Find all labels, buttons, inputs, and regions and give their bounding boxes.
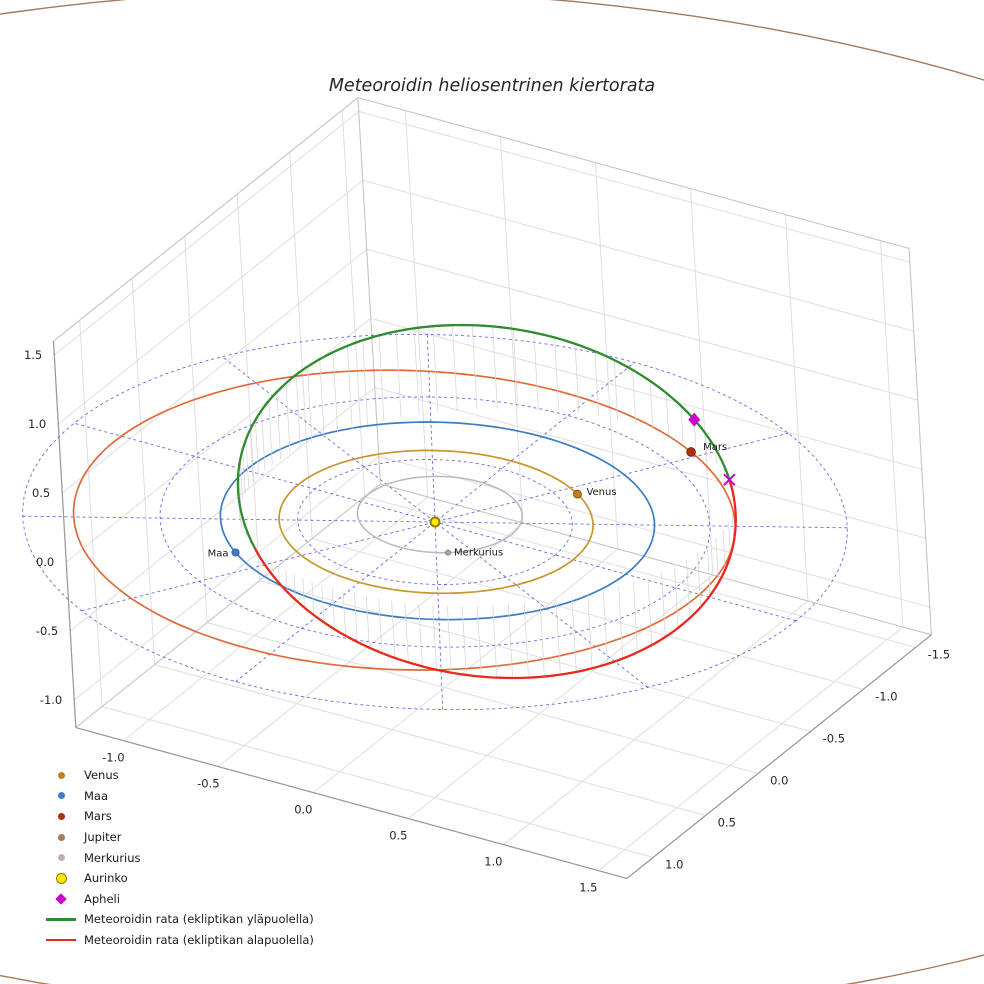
meteoroid-orbit-above — [236, 323, 731, 549]
legend-item: Merkurius — [44, 847, 314, 868]
x-tick-label: 1.0 — [484, 855, 502, 869]
meteoroid-stems — [237, 325, 736, 679]
x-tick-label: 0.5 — [389, 829, 407, 843]
y-tick-label: 0.0 — [770, 773, 788, 787]
planet-marker-venus — [573, 489, 582, 499]
x-tick-label: -1.0 — [102, 751, 124, 765]
z-tick-label: -0.5 — [36, 624, 58, 638]
z-tick-label: 0.5 — [32, 486, 50, 500]
z-tick-label: 1.5 — [24, 348, 42, 362]
legend-marker-dot — [44, 812, 78, 820]
markers: Merkurius Venus Maa Mars — [208, 412, 736, 559]
legend-marker-diamond — [44, 893, 78, 905]
legend-label: Aurinko — [84, 871, 128, 886]
orbit-maa — [219, 421, 656, 621]
legend-item: Aurinko — [44, 868, 314, 889]
node-x-marker — [723, 473, 736, 486]
legend-marker-line — [44, 938, 78, 942]
planet-marker-merkurius — [445, 549, 452, 556]
axes-box — [52, 97, 932, 879]
planet-marker-mars — [686, 447, 696, 457]
legend-label: Meteoroidin rata (ekliptikan alapuolella… — [84, 933, 314, 948]
aphelion-marker — [688, 412, 701, 427]
planet-label-maa: Maa — [208, 548, 229, 559]
planet-label-mars: Mars — [703, 442, 727, 453]
legend-item: Mars — [44, 806, 314, 827]
legend-marker-dot — [44, 771, 78, 779]
legend-label: Apheli — [84, 891, 120, 906]
legend-marker-dot — [44, 872, 78, 884]
planet-label-venus: Venus — [586, 487, 616, 498]
chart-title: Meteoroidin heliosentrinen kiertorata — [328, 76, 656, 96]
planet-label-merkurius: Merkurius — [454, 548, 503, 559]
legend-item: Maa — [44, 786, 314, 807]
legend-marker-dot — [44, 854, 78, 862]
y-tick-label: -1.0 — [875, 689, 897, 703]
legend-item: Venus — [44, 765, 314, 786]
meteoroid-orbit-below — [253, 479, 737, 680]
z-tick-label: 0.0 — [36, 555, 54, 569]
legend-item: Meteoroidin rata (ekliptikan alapuolella… — [44, 930, 314, 951]
legend-marker-dot — [44, 833, 78, 841]
z-tick-label: 1.0 — [28, 417, 46, 431]
legend: Venus Maa Mars Jupiter Merkurius Aurinko Aphel… — [44, 765, 314, 950]
orbit-merkurius — [356, 475, 523, 554]
sun-marker — [429, 516, 441, 528]
planet-marker-maa — [231, 548, 240, 557]
y-tick-label: -0.5 — [823, 731, 845, 745]
legend-label: Mars — [84, 809, 112, 824]
x-tick-label: 0.0 — [294, 803, 312, 817]
legend-item: Meteoroidin rata (ekliptikan yläpuolella… — [44, 909, 314, 930]
y-tick-label: -1.5 — [928, 647, 950, 661]
orbit-mars — [72, 369, 737, 671]
y-tick-label: 0.5 — [718, 815, 736, 829]
legend-label: Venus — [84, 768, 119, 783]
z-tick-label: -1.0 — [40, 693, 62, 707]
x-tick-label: -0.5 — [197, 777, 219, 791]
legend-marker-dot — [44, 792, 78, 800]
legend-label: Meteoroidin rata (ekliptikan yläpuolella… — [84, 912, 314, 927]
legend-item: Apheli — [44, 889, 314, 910]
legend-item: Jupiter — [44, 827, 314, 848]
legend-label: Maa — [84, 788, 109, 803]
y-tick-label: 1.0 — [665, 857, 683, 871]
legend-label: Jupiter — [84, 830, 122, 845]
legend-marker-line — [44, 918, 78, 921]
orbit-venus — [278, 449, 594, 595]
x-tick-label: 1.5 — [579, 881, 597, 895]
legend-label: Merkurius — [84, 850, 141, 865]
